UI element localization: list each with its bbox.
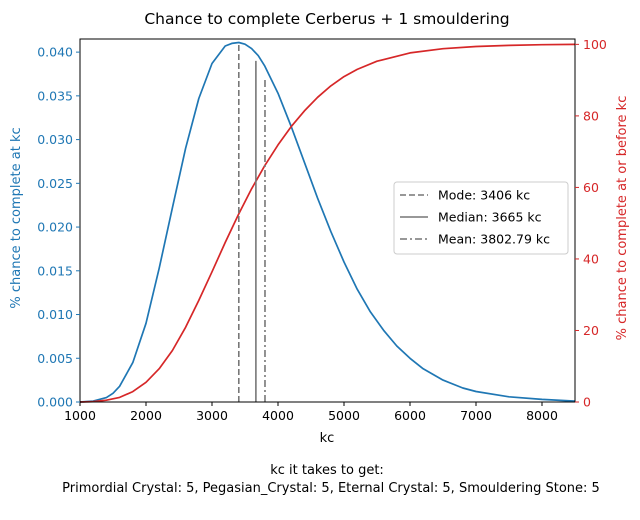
footer-line-1: kc it takes to get: bbox=[270, 463, 384, 478]
left-y-tick-label: 0.040 bbox=[37, 45, 73, 60]
plot-area bbox=[79, 38, 576, 403]
left-y-tick-label: 0.015 bbox=[37, 263, 73, 278]
left-y-tick-label: 0.000 bbox=[37, 395, 73, 410]
x-tick-label: 8000 bbox=[526, 408, 558, 423]
chart-title: Chance to complete Cerberus + 1 smoulder… bbox=[144, 10, 509, 28]
legend: Mode: 3406 kc Median: 3665 kc Mean: 3802.7… bbox=[393, 181, 569, 255]
footer-line-2: Primordial Crystal: 5, Pegasian_Crystal:… bbox=[62, 481, 600, 496]
plot-frame bbox=[79, 38, 576, 403]
left-y-tick-label: 0.030 bbox=[37, 132, 73, 147]
right-y-tick-label: 0 bbox=[583, 395, 591, 410]
series-line-pdf bbox=[79, 41, 576, 403]
x-axis: 1000 2000 3000 4000 5000 6000 7000 8000 bbox=[64, 402, 558, 423]
left-y-tick-label: 0.010 bbox=[37, 307, 73, 322]
x-axis-label: kc bbox=[320, 431, 335, 446]
x-tick-label: 5000 bbox=[328, 408, 360, 423]
left-y-tick-label: 0.005 bbox=[37, 351, 73, 366]
right-y-tick-label: 100 bbox=[583, 37, 607, 52]
left-y-axis-label: % chance to complete at kc bbox=[9, 127, 24, 308]
legend-label-mean: Mean: 3802.79 kc bbox=[438, 232, 550, 247]
left-y-tick-label: 0.035 bbox=[37, 88, 73, 103]
legend-label-mode: Mode: 3406 kc bbox=[438, 188, 530, 203]
right-y-tick-label: 60 bbox=[583, 180, 599, 195]
right-y-tick-label: 80 bbox=[583, 108, 599, 123]
legend-box bbox=[393, 181, 569, 255]
x-tick-label: 4000 bbox=[262, 408, 294, 423]
x-tick-label: 2000 bbox=[130, 408, 162, 423]
right-y-axis: 0 20 40 60 80 100 bbox=[575, 37, 607, 410]
left-y-axis: 0.000 0.005 0.010 0.015 0.020 0.025 0.030 0.035… bbox=[37, 45, 80, 410]
x-tick-label: 7000 bbox=[460, 408, 492, 423]
legend-label-median: Median: 3665 kc bbox=[438, 210, 542, 225]
x-tick-label: 1000 bbox=[64, 408, 96, 423]
right-y-axis-label: % chance to complete at or before kc bbox=[615, 96, 630, 341]
left-y-tick-label: 0.025 bbox=[37, 176, 73, 191]
right-y-tick-label: 40 bbox=[583, 251, 599, 266]
right-y-tick-label: 20 bbox=[583, 323, 599, 338]
x-tick-label: 6000 bbox=[394, 408, 426, 423]
x-tick-label: 3000 bbox=[196, 408, 228, 423]
left-y-tick-label: 0.020 bbox=[37, 220, 73, 235]
